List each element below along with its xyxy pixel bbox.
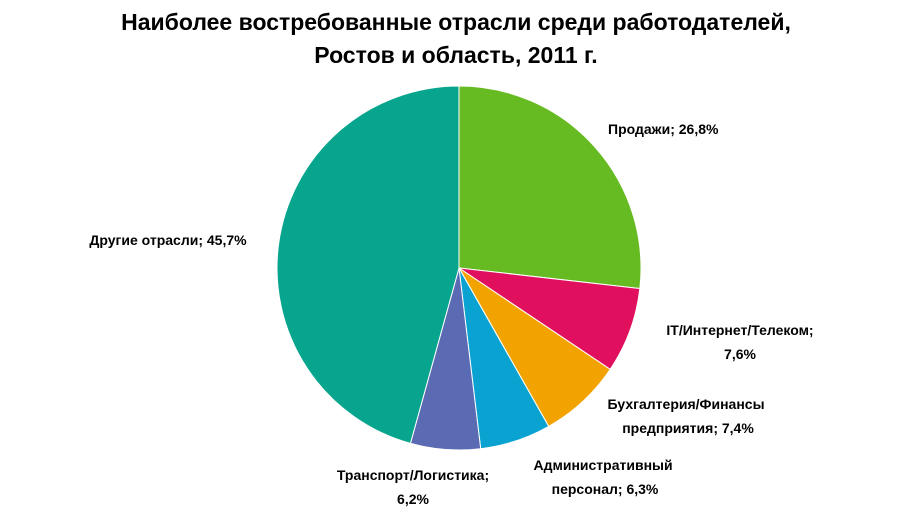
value-label: 7,4% <box>722 420 754 436</box>
value-label: 45,7% <box>207 232 247 248</box>
data-label: Продажи; 26,8% <box>608 121 719 137</box>
data-label: Другие отрасли; 45,7% <box>89 232 247 248</box>
category-label: Другие отрасли <box>89 232 198 248</box>
data-label: IT/Интернет/Телеком; 7,6% <box>666 322 813 362</box>
value-label: 6,3% <box>626 481 658 497</box>
data-label: Административный персонал; 6,3% <box>534 457 677 497</box>
category-label: Продажи <box>608 121 670 137</box>
data-label: Транспорт/Логистика; 6,2% <box>337 467 489 507</box>
label-separator: ; <box>618 481 627 497</box>
label-separator: ; <box>713 420 722 436</box>
category-label: Бухгалтерия/Финансы предприятия <box>608 396 769 436</box>
label-separator: ; <box>809 322 814 338</box>
value-label: 26,8% <box>679 121 719 137</box>
data-label: Бухгалтерия/Финансы предприятия; 7,4% <box>608 396 769 436</box>
label-separator: ; <box>670 121 679 137</box>
label-separator: ; <box>484 467 489 483</box>
pie-slice <box>276 85 460 445</box>
label-separator: ; <box>198 232 207 248</box>
chart-title: Ростов и область, 2011 г. <box>314 42 597 68</box>
pie-slice <box>458 85 642 290</box>
category-label: Административный персонал <box>534 457 677 497</box>
chart-title: Наиболее востребованные отрасли среди ра… <box>121 9 791 35</box>
category-label: Транспорт/Логистика <box>337 467 485 483</box>
value-label: 7,6% <box>724 346 756 362</box>
category-label: IT/Интернет/Телеком <box>666 322 809 338</box>
value-label: 6,2% <box>397 491 429 507</box>
